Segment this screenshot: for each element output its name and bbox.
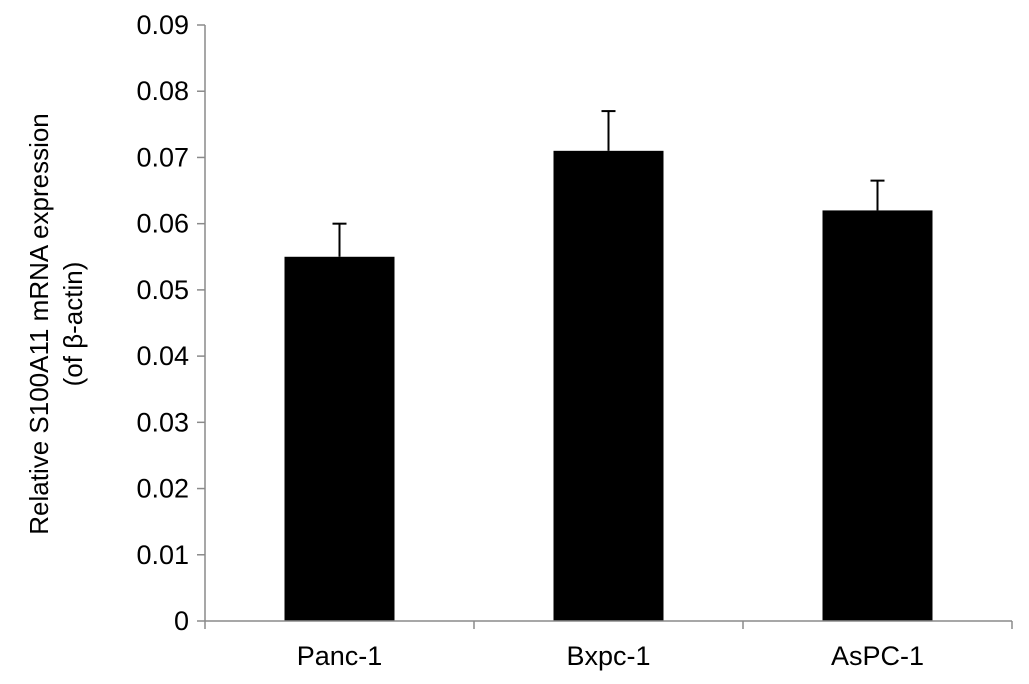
bar-bxpc-1 — [553, 150, 664, 622]
y-axis-title: Relative S100A11 mRNA expression (of β-a… — [24, 113, 88, 535]
y-axis-title-line-1: Relative S100A11 mRNA expression — [24, 113, 54, 535]
y-tick-label: 0.08 — [136, 76, 189, 106]
y-tick-label: 0.06 — [136, 209, 189, 239]
x-tick-label: Bxpc-1 — [566, 641, 650, 671]
bar-aspc-1 — [822, 210, 933, 621]
y-tick-label: 0.04 — [136, 341, 189, 371]
error-bars-group — [332, 110, 885, 257]
y-tick-label: 0.05 — [136, 275, 189, 305]
y-tick-label: 0.01 — [136, 540, 189, 570]
bars-group — [284, 150, 933, 622]
y-tick-label: 0.07 — [136, 142, 189, 172]
x-tick-label: Panc-1 — [297, 641, 383, 671]
y-tick-label: 0.09 — [136, 10, 189, 40]
y-tick-label: 0.02 — [136, 474, 189, 504]
y-tick-label: 0.03 — [136, 407, 189, 437]
bar-panc-1 — [284, 256, 395, 621]
x-axis: Panc-1 Bxpc-1 AsPC-1 — [204, 620, 1013, 671]
y-axis-title-line-2: (of β-actin) — [58, 262, 88, 387]
y-tick-label: 0 — [174, 606, 189, 636]
y-axis: 0 0.01 0.02 0.03 0.04 0.05 0.06 0.07 0.08 0.09 — [136, 10, 206, 636]
x-tick-label: AsPC-1 — [831, 641, 924, 671]
